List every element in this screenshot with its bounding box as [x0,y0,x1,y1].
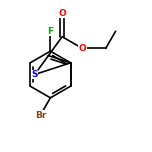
Text: S: S [31,70,38,79]
Text: O: O [78,44,86,53]
Text: Br: Br [35,111,46,119]
Text: F: F [47,27,54,36]
Text: O: O [58,9,66,18]
